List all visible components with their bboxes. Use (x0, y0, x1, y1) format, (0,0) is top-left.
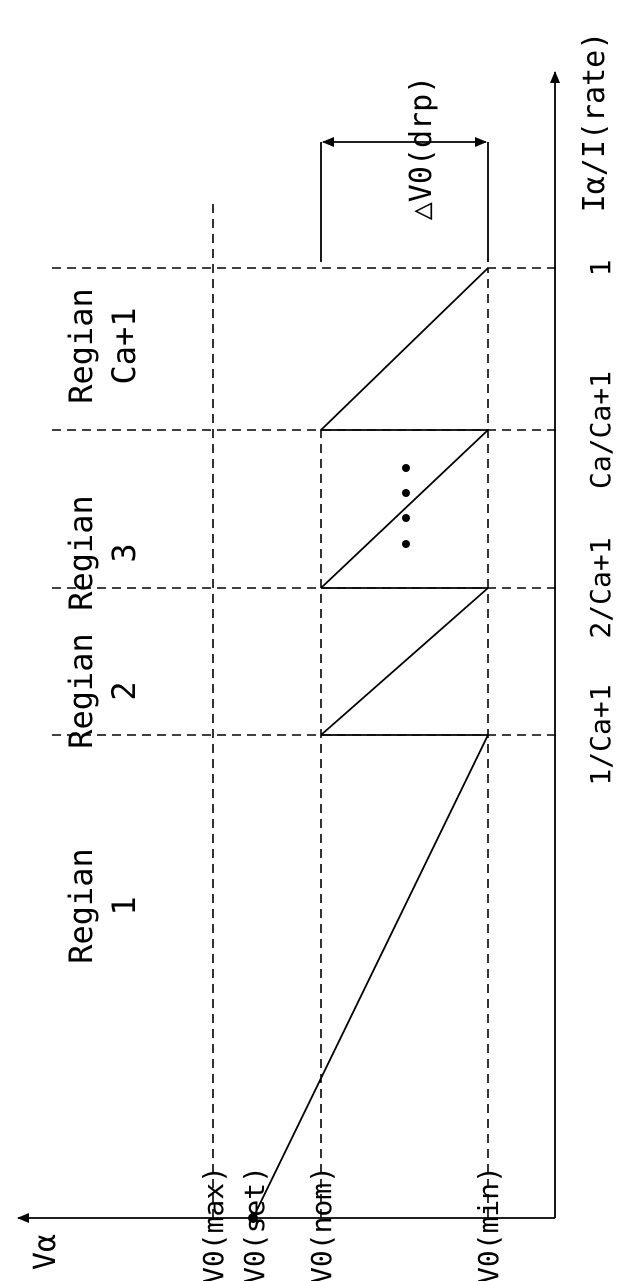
ellipsis-dots: •••• (402, 464, 410, 548)
vmin-label: V0(min) (472, 1166, 505, 1281)
svg-text:Ca+1: Ca+1 (105, 307, 143, 384)
droop-segment-3 (320, 429, 489, 589)
current-tick-2-label: 2/Ca+1 (584, 537, 617, 638)
current-tick-3-label: Ca/Ca+1 (584, 371, 617, 489)
region-2-label: Regian 2 (62, 633, 143, 749)
svg-text:Regian: Regian (62, 288, 100, 404)
region-1-label: Regian 1 (62, 848, 143, 964)
svg-text:2: 2 (105, 681, 143, 700)
vmax-label: V0(max) (197, 1166, 230, 1281)
svg-text:Regian: Regian (62, 848, 100, 964)
droop-label: △V0(drp) (404, 76, 439, 221)
svg-text:1: 1 (105, 896, 143, 915)
svg-text:Regian: Regian (62, 633, 100, 749)
droop-segment-2 (320, 587, 489, 736)
vnom-label: V0(nom) (305, 1166, 338, 1281)
region-3-label: Regian 3 (62, 495, 143, 611)
region-last-label: Regian Ca+1 (62, 288, 143, 404)
droop-segment-1 (252, 734, 489, 1219)
svg-text:3: 3 (105, 543, 143, 562)
vset-label: V0(set) (238, 1166, 271, 1281)
droop-segment-last (320, 267, 489, 431)
current-tick-4-label: 1 (584, 260, 617, 277)
svg-text:Regian: Regian (62, 495, 100, 611)
voltage-axis-label: Vα (28, 1234, 63, 1270)
vset-point (248, 1213, 258, 1223)
current-axis-label: Iα/I(rate) (577, 32, 612, 213)
current-tick-1-label: 1/Ca+1 (584, 684, 617, 785)
